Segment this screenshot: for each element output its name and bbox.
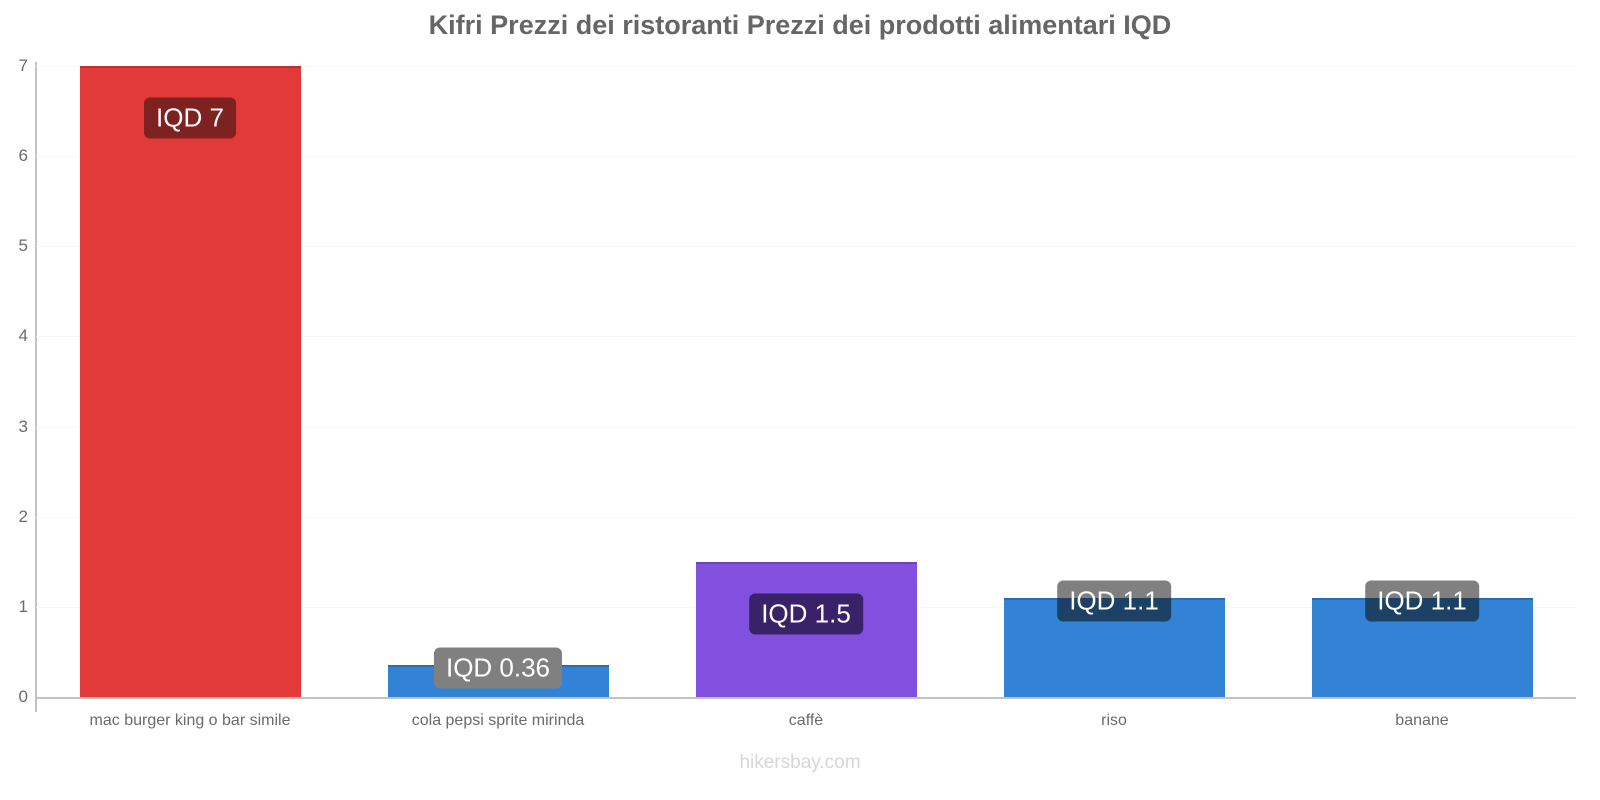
y-axis-tick-labels: 0 1 2 3 4 5 6 7	[0, 56, 28, 706]
y-tick-label-4: 4	[18, 326, 28, 346]
gridline-7	[36, 66, 1576, 67]
gridline-3	[36, 426, 1576, 428]
gridline-0	[36, 697, 1576, 699]
gridline-5	[36, 246, 1576, 248]
y-axis-line	[35, 62, 37, 712]
gridline-2	[36, 516, 1576, 518]
x-axis-label: mac burger king o bar simile	[89, 712, 291, 729]
bar-value-label: IQD 0.36	[433, 647, 563, 689]
bar-value-label: IQD 1.5	[749, 593, 863, 635]
y-tick-label-0: 0	[18, 687, 28, 706]
y-tick-label-7: 7	[18, 56, 28, 75]
x-axis-label: caffè	[788, 712, 824, 729]
bar-value-label: IQD 1.1	[1365, 580, 1479, 622]
bar-value-label: IQD 7	[144, 97, 236, 139]
chart-title: Kifri Prezzi dei ristoranti Prezzi dei p…	[428, 10, 1172, 40]
x-axis-label: riso	[1101, 712, 1127, 729]
watermark-text: hikersbay.com	[739, 752, 861, 773]
plot-area: IQD 7 IQD 0.36 IQD 1.5 IQD 1.1 IQD 1.1	[36, 66, 1576, 699]
x-axis-label: banane	[1395, 712, 1449, 729]
y-tick-label-6: 6	[18, 146, 28, 166]
x-axis-label: cola pepsi sprite mirinda	[411, 712, 585, 729]
bar-value-label: IQD 1.1	[1057, 580, 1171, 622]
y-tick-label-1: 1	[18, 596, 28, 616]
y-tick-label-2: 2	[18, 506, 28, 526]
y-tick-label-3: 3	[18, 416, 28, 436]
gridline-6	[36, 156, 1576, 158]
bar[interactable]	[79, 66, 301, 697]
gridline-4	[36, 336, 1576, 338]
y-tick-label-5: 5	[18, 236, 28, 256]
